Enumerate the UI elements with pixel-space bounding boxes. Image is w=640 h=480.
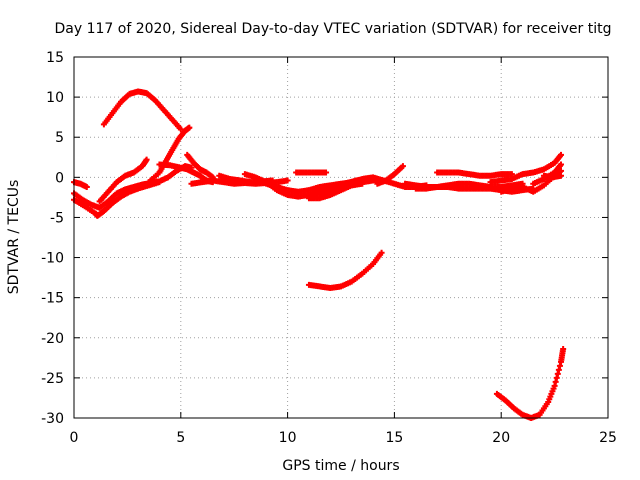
series-line [102,89,183,131]
data-series [293,169,330,176]
data-series [100,88,184,133]
tick-labels: 0 5 10 15 20 25 15 10 5 0 -5 -10 -15 -20 -25 -30 [41,50,617,446]
x-tick-label: 20 [492,430,510,446]
series-layer [71,88,567,421]
y-tick-label: -5 [50,210,64,226]
series-line [185,153,215,179]
y-tick-label: 15 [46,50,64,66]
x-tick-label: 15 [385,430,403,446]
data-series [434,169,515,179]
series-line [495,347,565,420]
x-tick-label: 0 [70,430,79,446]
y-tick-label: 0 [55,170,64,186]
data-series [184,151,216,181]
series-line [147,126,191,184]
y-tick-label: -25 [41,371,64,387]
data-series [487,151,565,186]
y-tick-label: -10 [41,251,64,267]
x-axis-label: GPS time / hours [282,458,399,474]
data-series [71,179,163,219]
data-series [96,156,150,205]
series-line [72,180,89,189]
series-line [489,153,563,184]
series-line [414,185,535,194]
data-series [305,249,385,292]
series-line [375,164,405,186]
data-series [540,172,565,181]
series-line [435,171,514,178]
series-line [307,251,384,290]
chart-title: Day 117 of 2020, Sidereal Day-to-day VTE… [55,21,612,37]
series-line [98,158,149,203]
y-axis-label: SDTVAR / TECUs [6,180,22,295]
y-tick-label: 5 [55,130,64,146]
series-line [72,180,161,218]
x-tick-label: 5 [176,430,185,446]
data-series [493,346,567,421]
grid [74,57,608,418]
y-tick-label: -30 [41,411,64,427]
y-tick-label: -15 [41,291,64,307]
y-tick-label: -20 [41,331,64,347]
x-tick-label: 25 [599,430,617,446]
y-tick-label: 10 [46,90,64,106]
series-line [72,164,193,210]
plot-frame [73,56,609,419]
data-series [374,163,406,187]
x-tick-label: 10 [279,430,297,446]
ticks [73,56,609,419]
series-line [542,174,563,179]
